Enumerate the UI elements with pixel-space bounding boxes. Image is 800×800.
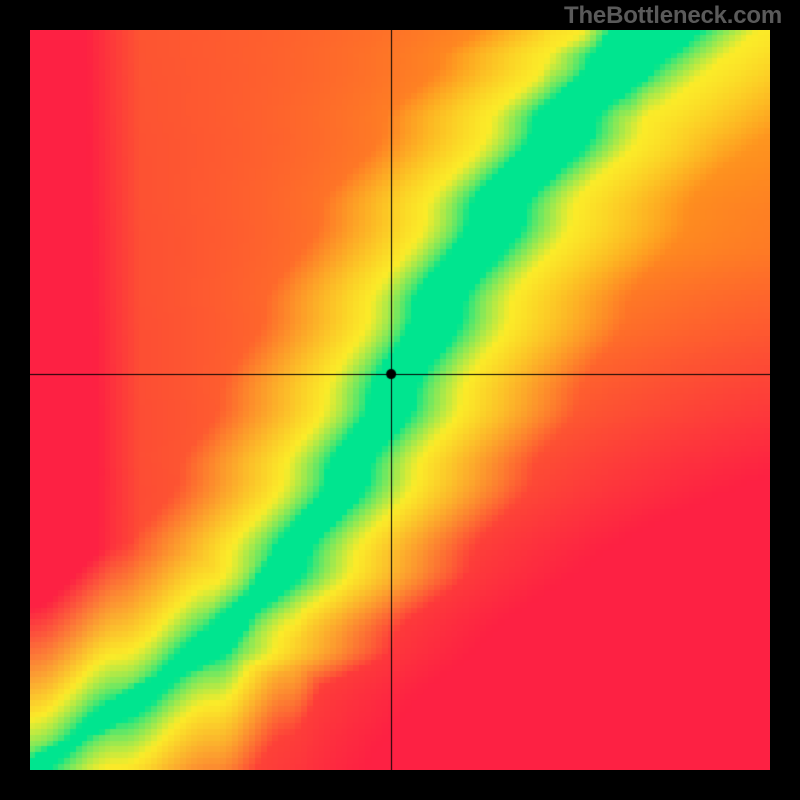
frame-bottom <box>0 770 800 800</box>
watermark-text: TheBottleneck.com <box>564 2 782 30</box>
bottleneck-heatmap <box>30 30 770 770</box>
frame-left <box>0 0 30 800</box>
frame-right <box>770 0 800 800</box>
